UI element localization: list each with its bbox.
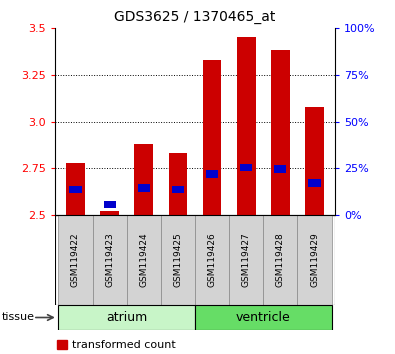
Bar xyxy=(66,162,85,215)
Text: tissue: tissue xyxy=(2,313,35,322)
Bar xyxy=(305,107,324,215)
Bar xyxy=(138,184,150,192)
Bar xyxy=(195,305,331,330)
Text: GSM119427: GSM119427 xyxy=(242,233,251,287)
Text: GSM119422: GSM119422 xyxy=(71,233,80,287)
Bar xyxy=(169,153,187,215)
Text: GSM119425: GSM119425 xyxy=(173,233,182,287)
Bar xyxy=(103,201,116,209)
Bar xyxy=(206,170,218,178)
Bar xyxy=(203,60,222,215)
Text: atrium: atrium xyxy=(106,311,147,324)
Bar xyxy=(297,215,331,305)
Text: GSM119426: GSM119426 xyxy=(208,233,216,287)
Bar xyxy=(308,179,321,187)
Bar xyxy=(240,164,252,171)
Bar xyxy=(100,211,119,215)
Bar xyxy=(172,186,184,194)
Title: GDS3625 / 1370465_at: GDS3625 / 1370465_at xyxy=(114,10,276,24)
Bar xyxy=(127,215,161,305)
Bar xyxy=(58,215,92,305)
Bar xyxy=(263,215,297,305)
Bar xyxy=(92,215,127,305)
Bar xyxy=(161,215,195,305)
Text: GSM119424: GSM119424 xyxy=(139,233,148,287)
Bar xyxy=(229,215,263,305)
Bar xyxy=(274,165,286,173)
Bar xyxy=(195,215,229,305)
Text: ventricle: ventricle xyxy=(236,311,291,324)
Bar xyxy=(57,340,67,349)
Bar xyxy=(271,50,290,215)
Bar xyxy=(237,38,256,215)
Text: GSM119428: GSM119428 xyxy=(276,233,285,287)
Bar xyxy=(134,144,153,215)
Text: transformed count: transformed count xyxy=(71,339,175,349)
Text: GSM119423: GSM119423 xyxy=(105,233,114,287)
Bar xyxy=(70,186,82,194)
Bar xyxy=(58,305,195,330)
Text: GSM119429: GSM119429 xyxy=(310,233,319,287)
